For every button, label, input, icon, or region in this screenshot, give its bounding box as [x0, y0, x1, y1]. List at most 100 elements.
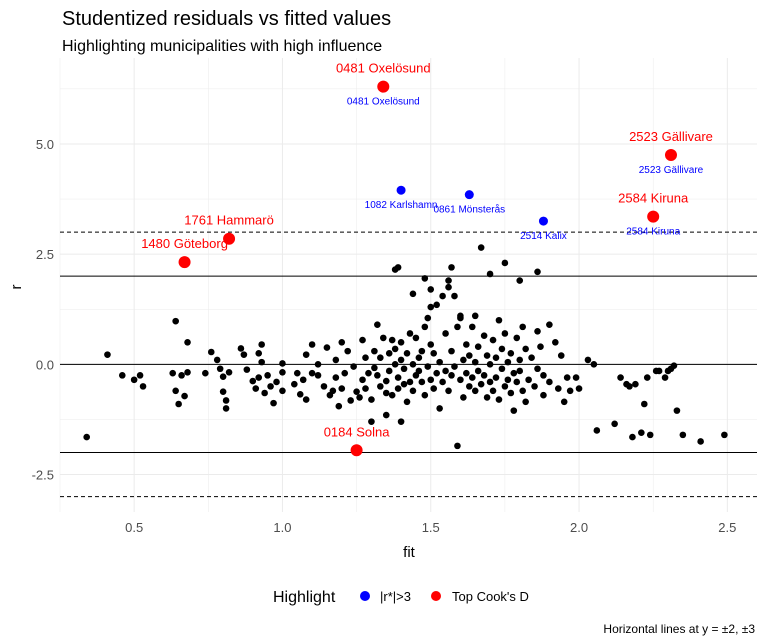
data-point: [264, 372, 271, 379]
point-label-blue: 2514 Kalix: [520, 231, 567, 242]
legend-label-high-resid: |r*|>3: [380, 589, 411, 604]
data-point: [83, 433, 90, 441]
data-point: [249, 377, 257, 385]
data-point: [379, 334, 387, 342]
data-point: [504, 358, 512, 366]
data-point: [169, 369, 177, 377]
data-point: [388, 336, 396, 344]
data-point: [516, 367, 524, 375]
data-point: [540, 372, 547, 379]
data-point: [403, 398, 411, 406]
data-point: [501, 259, 509, 267]
data-point: [439, 292, 446, 300]
chart-subtitle: Highlighting municipalities with high in…: [62, 38, 382, 55]
data-point: [335, 402, 343, 410]
data-point: [356, 394, 363, 401]
data-point: [320, 383, 328, 390]
data-point: [219, 373, 227, 380]
data-point: [385, 367, 393, 375]
data-point: [513, 334, 521, 342]
data-point: [353, 388, 360, 395]
grid: [59, 58, 757, 512]
reference-lines: [60, 231, 757, 498]
data-point: [495, 316, 503, 324]
data-point: [655, 367, 663, 375]
data-point: [590, 361, 598, 368]
high-resid-point: [538, 216, 548, 226]
data-point: [394, 374, 402, 381]
data-point: [522, 345, 529, 353]
data-point: [338, 339, 346, 346]
top-cooks-point: [223, 232, 236, 245]
data-point: [222, 397, 230, 404]
chart-title: Studentized residuals vs fitted values: [62, 8, 391, 30]
data-point: [661, 374, 669, 381]
data-point: [181, 392, 188, 400]
legend-swatch-top-cooks: [431, 591, 441, 601]
data-point: [421, 275, 429, 282]
data-point: [338, 385, 346, 392]
data-point: [252, 385, 260, 392]
data-point: [566, 387, 574, 395]
data-point: [255, 350, 263, 357]
point-label-red: 1480 Göteborg: [141, 236, 228, 251]
data-point: [436, 358, 443, 366]
data-point: [611, 420, 618, 428]
data-point: [377, 354, 384, 362]
data-point: [471, 387, 479, 395]
data-point: [409, 290, 417, 298]
y-axis-ticks: -2.5 0.0 2.5 5.0: [32, 137, 54, 483]
data-point: [409, 387, 417, 395]
data-point: [501, 330, 509, 337]
data-point: [415, 354, 423, 362]
data-point: [279, 387, 286, 395]
data-point: [421, 323, 429, 331]
point-label-red: 0184 Solna: [324, 424, 391, 439]
y-axis-title: r: [8, 285, 25, 290]
data-point: [418, 347, 426, 355]
data-point: [454, 442, 461, 450]
y-tick-label: 0.0: [36, 357, 54, 372]
data-point: [468, 374, 476, 381]
data-point: [454, 323, 461, 331]
data-point: [528, 354, 535, 362]
data-point: [451, 363, 458, 370]
data-point: [477, 244, 485, 251]
data-point: [483, 352, 491, 359]
data-point: [480, 332, 488, 339]
data-point: [323, 344, 331, 351]
y-tick-label: 2.5: [36, 247, 54, 262]
data-point: [427, 303, 435, 311]
chart-caption: Horizontal lines at y = ±2, ±3: [603, 622, 755, 636]
data-point: [486, 270, 494, 278]
data-point: [136, 372, 144, 379]
data-point: [406, 378, 414, 386]
point-label-blue: 1082 Karlshamn: [365, 200, 438, 211]
x-axis-title: fit: [403, 544, 416, 561]
data-point: [572, 374, 580, 381]
top-cooks-point: [664, 148, 677, 161]
data-point: [409, 361, 417, 368]
data-point: [534, 365, 541, 373]
data-point: [279, 360, 286, 367]
data-point: [632, 380, 639, 388]
data-point: [388, 391, 396, 399]
data-point: [261, 389, 268, 397]
data-point: [460, 394, 467, 401]
data-point: [427, 341, 435, 348]
data-point: [293, 369, 301, 377]
data-point: [359, 336, 366, 344]
data-point: [697, 438, 704, 445]
data-point: [552, 339, 559, 346]
data-point: [466, 383, 473, 390]
data-points: [83, 244, 728, 450]
data-point: [377, 383, 384, 390]
data-point: [139, 383, 147, 390]
data-point: [546, 378, 553, 386]
data-point: [593, 427, 601, 434]
data-point: [172, 387, 179, 395]
data-point: [314, 361, 322, 368]
x-tick-label: 0.5: [125, 520, 143, 535]
data-point: [258, 341, 265, 348]
data-point: [184, 368, 191, 376]
